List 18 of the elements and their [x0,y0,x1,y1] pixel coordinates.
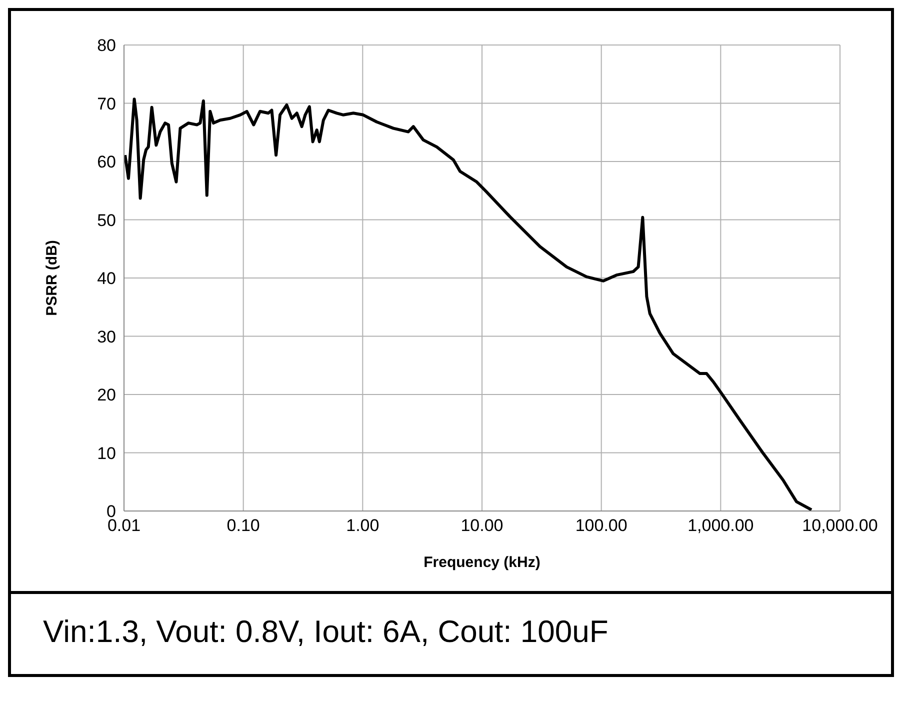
y-tick-label: 20 [97,386,116,405]
y-tick-label: 30 [97,327,116,346]
x-tick-label: 100.00 [575,516,628,536]
x-tick-label: 0.01 [107,516,141,536]
x-tick-label: 1.00 [346,516,380,536]
y-tick-label: 80 [97,36,116,56]
x-tick-label: 1,000.00 [688,516,754,536]
y-tick-label: 70 [97,94,116,114]
y-tick-label: 10 [97,444,116,463]
y-axis-title: PSRR (dB) [43,240,60,316]
y-tick-label: 40 [97,269,116,288]
x-tick-label: 10.00 [460,516,504,536]
text: Vin:1.3, Vout: 0.8V, Iout: 6A, Cout: 100uF [11,591,891,674]
x-tick-label: 0.10 [226,516,260,536]
y-tick-label: 60 [97,152,116,172]
x-axis-title: Frequency (kHz) [424,554,540,571]
x-tick-label: 10,000.00 [802,516,878,536]
y-tick-label: 50 [97,210,116,230]
